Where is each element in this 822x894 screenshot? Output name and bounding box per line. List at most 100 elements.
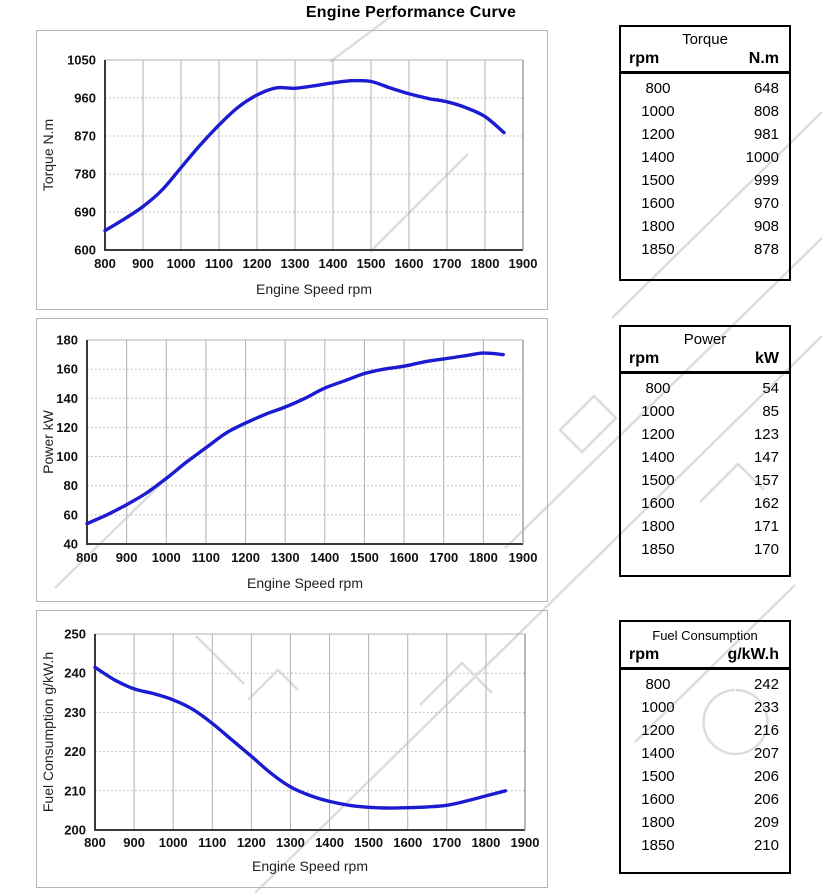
table-cell-value: 54 <box>762 380 779 397</box>
svg-text:1100: 1100 <box>205 256 233 271</box>
table-row: 1500 206 <box>621 765 789 788</box>
svg-text:60: 60 <box>64 507 78 522</box>
svg-text:900: 900 <box>123 835 145 850</box>
table-header-cell: kW <box>755 350 779 367</box>
svg-text:230: 230 <box>64 705 86 720</box>
svg-text:1900: 1900 <box>511 835 540 850</box>
table-cell-rpm: 1850 <box>641 541 675 558</box>
svg-text:1050: 1050 <box>67 53 96 68</box>
svg-text:900: 900 <box>116 550 138 565</box>
table-cell-rpm: 1400 <box>641 745 675 762</box>
table-cell-value: 157 <box>753 472 779 489</box>
table-row: 1600 206 <box>621 788 789 811</box>
svg-text:1000: 1000 <box>167 256 196 271</box>
table-row: 1400 147 <box>621 446 789 469</box>
table-header-cell: N.m <box>748 50 779 67</box>
svg-text:800: 800 <box>76 550 98 565</box>
svg-text:120: 120 <box>56 420 78 435</box>
svg-text:1300: 1300 <box>276 835 305 850</box>
table-cell-rpm: 1800 <box>641 218 675 235</box>
svg-text:1800: 1800 <box>469 550 498 565</box>
table-cell-value: 170 <box>753 541 779 558</box>
table-body: 800 54 1000 85 1200 123 1400 147 1500 157 1600 162 1… <box>621 374 789 575</box>
svg-text:1000: 1000 <box>159 835 188 850</box>
y-axis-title: Torque N.m <box>40 119 56 191</box>
svg-text:250: 250 <box>64 627 86 642</box>
table-cell-rpm: 1200 <box>641 126 675 143</box>
table-cell-value: 970 <box>753 195 779 212</box>
table-cell-rpm: 1600 <box>641 195 675 212</box>
svg-text:100: 100 <box>56 449 78 464</box>
svg-text:140: 140 <box>56 391 78 406</box>
svg-text:1800: 1800 <box>471 835 500 850</box>
svg-text:1000: 1000 <box>152 550 181 565</box>
table-header-row: rpm g/kW.h <box>621 646 789 670</box>
power-chart-canvas: 800 900 1000 1100 1200 1300 1400 1500 1600 1700 18… <box>40 333 538 592</box>
svg-text:1500: 1500 <box>350 550 379 565</box>
fuel-consumption-table: Fuel Consumption rpm g/kW.h 800 242 1000 233 12… <box>619 620 791 874</box>
table-cell-value: 162 <box>753 495 779 512</box>
table-cell-value: 999 <box>753 172 779 189</box>
table-cell-rpm: 800 <box>645 676 671 693</box>
table-header-cell: rpm <box>629 350 660 367</box>
svg-text:800: 800 <box>94 256 116 271</box>
table-body: 800 242 1000 233 1200 216 1400 207 1500 206 1600 20… <box>621 670 789 871</box>
table-cell-rpm: 1000 <box>641 403 675 420</box>
svg-text:1900: 1900 <box>509 550 538 565</box>
table-header-row: rpm N.m <box>621 50 789 74</box>
grid-lines <box>86 339 524 545</box>
table-cell-rpm: 1800 <box>641 814 675 831</box>
table-row: 800 242 <box>621 673 789 696</box>
table-cell-value: 908 <box>753 218 779 235</box>
svg-text:40: 40 <box>64 537 78 552</box>
torque-curve <box>103 78 506 233</box>
fuel-consumption-chart-canvas: 800 900 1000 1100 1200 1300 1400 1500 1600 1700 18… <box>40 627 540 875</box>
y-axis-title: Fuel Consumption g/kW.h <box>40 652 56 812</box>
svg-text:240: 240 <box>64 666 86 681</box>
table-cell-value: 878 <box>753 241 779 258</box>
table-row: 800 648 <box>621 77 789 100</box>
svg-text:1400: 1400 <box>315 835 344 850</box>
table-row: 1500 157 <box>621 469 789 492</box>
table-row: 1500 999 <box>621 169 789 192</box>
table-row: 1000 233 <box>621 696 789 719</box>
table-cell-value: 808 <box>753 103 779 120</box>
table-cell-rpm: 1850 <box>641 837 675 854</box>
svg-text:1900: 1900 <box>509 256 538 271</box>
table-cell-value: 648 <box>753 80 779 97</box>
table-row: 1200 216 <box>621 719 789 742</box>
table-row: 1000 85 <box>621 400 789 423</box>
table-cell-value: 207 <box>753 745 779 762</box>
svg-text:1200: 1200 <box>231 550 260 565</box>
svg-text:80: 80 <box>64 478 78 493</box>
svg-text:1800: 1800 <box>471 256 500 271</box>
svg-text:960: 960 <box>74 91 96 106</box>
x-axis-title: Engine Speed rpm <box>256 281 372 297</box>
svg-text:1400: 1400 <box>310 550 339 565</box>
fuel-consumption-chart: 800 900 1000 1100 1200 1300 1400 1500 1600 1700 18… <box>36 610 548 888</box>
table-header-cell: g/kW.h <box>727 646 779 663</box>
torque-chart-canvas: 800 900 1000 1100 1200 1300 1400 1500 1600 1700 18… <box>40 53 538 298</box>
table-cell-value: 206 <box>753 768 779 785</box>
table-row: 1000 808 <box>621 100 789 123</box>
svg-text:1500: 1500 <box>354 835 383 850</box>
table-cell-rpm: 1850 <box>641 241 675 258</box>
axis-lines <box>104 60 523 251</box>
table-row: 1400 207 <box>621 742 789 765</box>
table-cell-rpm: 800 <box>645 380 671 397</box>
table-cell-rpm: 1600 <box>641 791 675 808</box>
table-cell-value: 210 <box>753 837 779 854</box>
x-axis-title: Engine Speed rpm <box>252 858 368 874</box>
table-cell-value: 1000 <box>745 149 779 166</box>
grid-lines <box>94 633 526 831</box>
table-row: 800 54 <box>621 377 789 400</box>
table-row: 1800 908 <box>621 215 789 238</box>
svg-text:1500: 1500 <box>357 256 386 271</box>
table-header-row: rpm kW <box>621 350 789 374</box>
table-cell-rpm: 1400 <box>641 149 675 166</box>
svg-text:1400: 1400 <box>319 256 348 271</box>
table-cell-rpm: 1800 <box>641 518 675 535</box>
table-cell-value: 981 <box>753 126 779 143</box>
page-title: Engine Performance Curve <box>305 4 517 21</box>
table-cell-value: 123 <box>753 426 779 443</box>
